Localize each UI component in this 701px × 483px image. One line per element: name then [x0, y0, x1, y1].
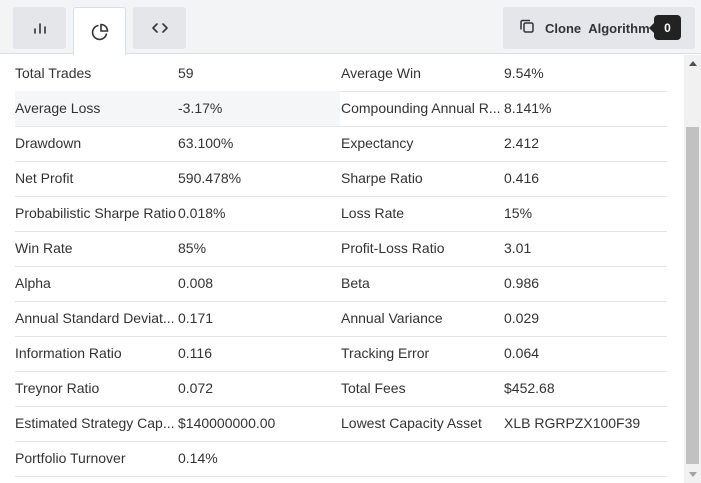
scrollbar-thumb[interactable]: [686, 127, 699, 464]
stat-value: 0.072: [178, 380, 214, 396]
code-icon: [151, 21, 169, 35]
stat-label: Annual Standard Deviat...: [15, 310, 175, 326]
stat-label: Tracking Error: [341, 345, 430, 361]
stat-row: Loss Rate 15%: [341, 196, 667, 231]
stat-value: 0.064: [504, 345, 540, 361]
row-divider: [15, 91, 667, 92]
row-divider: [15, 336, 667, 337]
stat-value: 8.141%: [504, 100, 552, 116]
stat-row: Net Profit 590.478%: [15, 161, 340, 196]
row-divider: [15, 266, 667, 267]
stat-row: Treynor Ratio 0.072: [15, 371, 340, 406]
row-divider: [15, 476, 667, 477]
stat-row: Annual Standard Deviat... 0.171: [15, 301, 340, 336]
stat-row: Average Loss -3.17%: [15, 91, 340, 126]
stat-value: 590.478%: [178, 170, 242, 186]
stat-value: 0.416: [504, 170, 540, 186]
stat-row: Annual Variance 0.029: [341, 301, 667, 336]
stat-label: Net Profit: [15, 170, 74, 186]
stat-row: Total Trades 59: [15, 56, 340, 91]
stat-row: Alpha 0.008: [15, 266, 340, 301]
stat-label: Average Loss: [15, 100, 101, 116]
stat-value: 0.116: [178, 345, 212, 361]
stat-label: Beta: [341, 275, 370, 291]
stat-value: $140000000.00: [178, 415, 276, 431]
stat-value: 0.171: [178, 310, 214, 326]
stat-label: Sharpe Ratio: [341, 170, 423, 186]
stat-row: Beta 0.986: [341, 266, 667, 301]
stat-label: Information Ratio: [15, 345, 122, 361]
stat-label: Total Trades: [15, 65, 92, 81]
stat-row: Portfolio Turnover 0.14%: [15, 441, 340, 476]
stat-row: Tracking Error 0.064: [341, 336, 667, 371]
stat-value: 63.100%: [178, 135, 234, 151]
row-divider: [15, 231, 667, 232]
stat-value: 0.986: [504, 275, 540, 291]
tab-overview-chart[interactable]: [13, 7, 66, 49]
stat-label: Profit-Loss Ratio: [341, 240, 445, 256]
stat-value: 0.029: [504, 310, 540, 326]
clone-algorithm-label: Clone Algorithm: [545, 20, 650, 36]
stat-label: Alpha: [15, 275, 51, 291]
stat-row: Profit-Loss Ratio 3.01: [341, 231, 667, 266]
stat-label: Average Win: [341, 65, 421, 81]
row-divider: [15, 196, 667, 197]
stat-row: Win Rate 85%: [15, 231, 340, 266]
stat-value: $452.68: [504, 380, 555, 396]
scroll-up-arrow-icon[interactable]: [689, 61, 697, 66]
row-divider: [15, 406, 667, 407]
stat-value: -3.17%: [178, 100, 223, 116]
stat-label: Lowest Capacity Asset: [341, 415, 482, 431]
stat-label: Compounding Annual R...: [341, 100, 501, 116]
row-divider: [15, 161, 667, 162]
stat-value: 59: [178, 65, 194, 81]
tab-statistics[interactable]: [73, 7, 126, 55]
stat-label: Win Rate: [15, 240, 73, 256]
copy-icon: [519, 18, 535, 39]
stat-label: Total Fees: [341, 380, 406, 396]
stat-row: Average Win 9.54%: [341, 56, 667, 91]
clone-count-badge: 0: [649, 15, 681, 40]
stat-row: Compounding Annual R... 8.141%: [341, 91, 667, 126]
row-divider: [15, 371, 667, 372]
stat-value: 0.018%: [178, 205, 226, 221]
stat-row: Probabilistic Sharpe Ratio 0.018%: [15, 196, 340, 231]
stat-label: Portfolio Turnover: [15, 450, 126, 466]
stat-label: Drawdown: [15, 135, 82, 151]
stat-row: Expectancy 2.412: [341, 126, 667, 161]
bar-chart-icon: [32, 20, 48, 36]
stat-row: Lowest Capacity Asset XLB RGRPZX100F39: [341, 406, 667, 441]
stat-value: 9.54%: [504, 65, 544, 81]
stat-label: Treynor Ratio: [15, 380, 100, 396]
stat-value: 0.008: [178, 275, 214, 291]
pie-chart-icon: [91, 23, 109, 41]
stat-value: 2.412: [504, 135, 540, 151]
stat-row: Drawdown 63.100%: [15, 126, 340, 161]
stat-label: Loss Rate: [341, 205, 405, 221]
stat-value: 3.01: [504, 240, 532, 256]
scroll-down-arrow-icon[interactable]: [689, 472, 697, 477]
clone-algorithm-button[interactable]: Clone Algorithm 0: [503, 7, 695, 49]
stat-value: 85%: [178, 240, 207, 256]
row-divider: [15, 126, 667, 127]
stat-row: Estimated Strategy Cap... $140000000.00: [15, 406, 340, 441]
stat-label: Estimated Strategy Cap...: [15, 415, 175, 431]
row-divider: [15, 441, 667, 442]
stat-row: Information Ratio 0.116: [15, 336, 340, 371]
stat-value: XLB RGRPZX100F39: [504, 415, 641, 431]
stat-label: Probabilistic Sharpe Ratio: [15, 205, 177, 221]
stat-label: Expectancy: [341, 135, 414, 151]
stat-value: 15%: [504, 205, 533, 221]
results-toolbar: Clone Algorithm 0: [0, 0, 701, 55]
stat-row: Sharpe Ratio 0.416: [341, 161, 667, 196]
stat-value: 0.14%: [178, 450, 218, 466]
stat-label: Annual Variance: [341, 310, 443, 326]
vertical-scrollbar[interactable]: [684, 55, 701, 483]
row-divider: [15, 301, 667, 302]
stat-row: Total Fees $452.68: [341, 371, 667, 406]
statistics-table: Total Trades 59 Average Win 9.54% Average Lo…: [0, 55, 684, 483]
tab-code[interactable]: [133, 7, 186, 49]
